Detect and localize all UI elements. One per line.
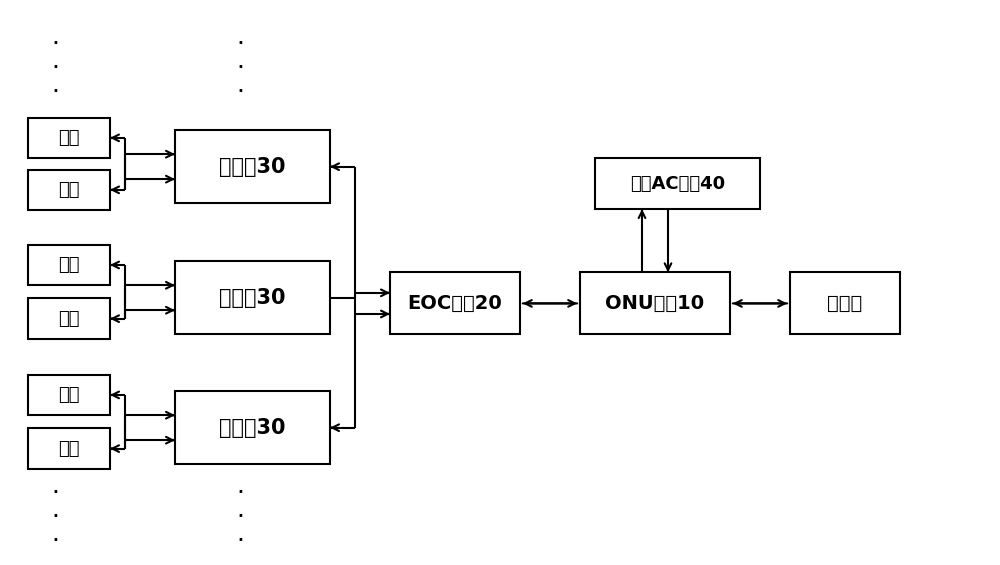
Text: 终端: 终端 — [58, 440, 80, 458]
Text: ONU设备10: ONU设备10 — [605, 294, 705, 313]
Bar — [175, 391, 330, 464]
Text: 机顶盒30: 机顶盒30 — [219, 157, 286, 177]
Bar — [28, 118, 110, 158]
Text: 终端: 终端 — [58, 256, 80, 274]
Text: 终端: 终端 — [58, 386, 80, 404]
Text: ·
·
·: · · · — [51, 481, 59, 553]
Bar — [28, 298, 110, 339]
Text: ·
·
·: · · · — [236, 32, 244, 104]
Bar — [28, 428, 110, 469]
Bar — [595, 158, 760, 209]
Text: ·
·
·: · · · — [51, 32, 59, 104]
Bar — [28, 245, 110, 285]
Text: 终端: 终端 — [58, 310, 80, 328]
Text: 机顶盒30: 机顶盒30 — [219, 418, 286, 438]
Bar — [28, 375, 110, 415]
Bar — [580, 272, 730, 334]
Text: 终端: 终端 — [58, 129, 80, 147]
Bar — [28, 170, 110, 210]
Text: 审计AC设备40: 审计AC设备40 — [630, 175, 725, 193]
Text: 机顶盒30: 机顶盒30 — [219, 288, 286, 308]
Text: EOC局端20: EOC局端20 — [408, 294, 502, 313]
Bar — [175, 261, 330, 334]
Text: ·
·
·: · · · — [236, 481, 244, 553]
Bar — [790, 272, 900, 334]
Text: 终端: 终端 — [58, 181, 80, 199]
Bar — [390, 272, 520, 334]
Bar — [175, 130, 330, 203]
Text: 互联网: 互联网 — [827, 294, 863, 313]
